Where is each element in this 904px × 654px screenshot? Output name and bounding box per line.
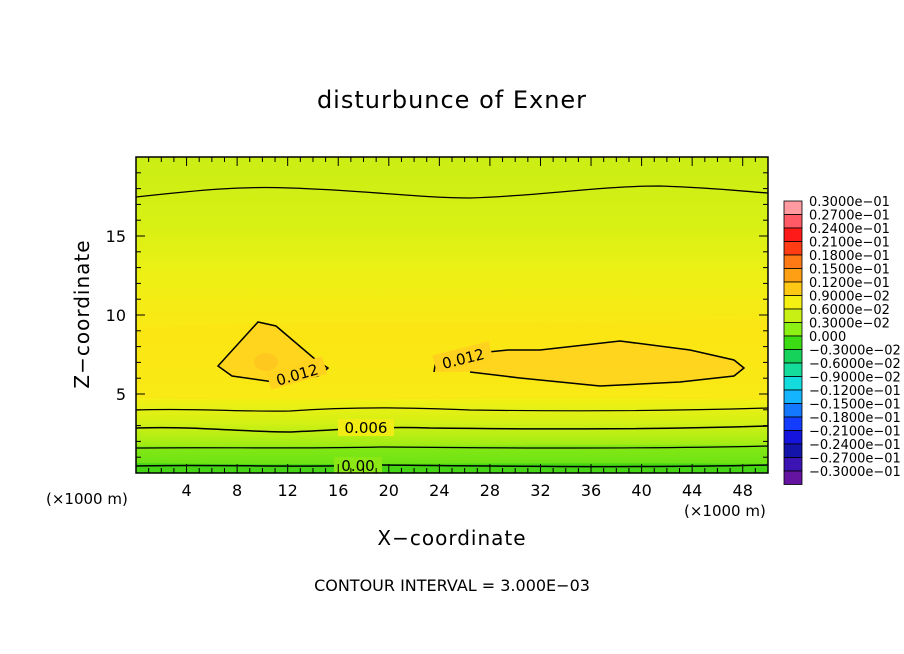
- colorbar-swatch: [783, 430, 803, 445]
- colorbar-label: 0.3000e−02: [809, 317, 890, 332]
- colorbar-label: −0.1800e−01: [809, 411, 901, 426]
- colorbar-label: 0.2400e−01: [809, 222, 890, 237]
- colorbar-label: 0.2700e−01: [809, 209, 890, 224]
- colorbar-label: −0.1500e−01: [809, 398, 901, 413]
- colorbar-swatch: [783, 470, 803, 485]
- contour-0.009: [136, 407, 768, 412]
- contour-label-0.00: 0.00: [341, 457, 374, 475]
- x-tick-label: 24: [429, 481, 449, 500]
- colorbar-label: −0.3000e−02: [809, 344, 901, 359]
- high-region-right: [434, 341, 744, 386]
- colorbar-swatch: [783, 403, 803, 418]
- colorbar-swatch: [783, 389, 803, 404]
- x-tick-label: 40: [631, 481, 651, 500]
- x-tick-label: 12: [278, 481, 298, 500]
- x-tick-label: 48: [733, 481, 753, 500]
- colorbar-swatch: [783, 443, 803, 458]
- x-tick-label: 44: [682, 481, 702, 500]
- colorbar: 0.3000e−010.2700e−010.2400e−010.2100e−01…: [783, 195, 901, 485]
- colorbar-swatch: [783, 254, 803, 269]
- colorbar-swatch: [783, 376, 803, 391]
- colorbar-swatch: [783, 227, 803, 242]
- x-tick-label: 28: [480, 481, 500, 500]
- colorbar-swatch: [783, 308, 803, 323]
- colorbar-label: −0.9000e−02: [809, 371, 901, 386]
- x-tick-label: 4: [181, 481, 191, 500]
- colorbar-swatch: [783, 457, 803, 472]
- colorbar-label: 0.1800e−01: [809, 249, 890, 264]
- contour-0.012-right: [433, 340, 746, 387]
- x-axis-label: X−coordinate: [377, 526, 527, 550]
- x-tick-label: 32: [530, 481, 550, 500]
- colorbar-label: −0.1200e−01: [809, 384, 901, 399]
- colorbar-swatch: [783, 281, 803, 296]
- chart-title: disturbunce of Exner: [316, 86, 588, 114]
- colorbar-label: −0.3000e−01: [809, 465, 901, 480]
- contour-0.012-left: [216, 321, 330, 383]
- colorbar-label: 0.000: [809, 330, 846, 345]
- contour-interval-label: CONTOUR INTERVAL = 3.000E−03: [314, 576, 590, 595]
- colorbar-swatch: [783, 295, 803, 310]
- colorbar-swatch: [783, 335, 803, 350]
- y-tick-label: 10: [106, 306, 126, 325]
- colorbar-label: 0.9000e−02: [809, 290, 890, 305]
- colorbar-swatch: [783, 268, 803, 283]
- x-tick-label: 8: [232, 481, 242, 500]
- colorbar-swatch: [783, 416, 803, 431]
- colorbar-swatch: [783, 349, 803, 364]
- contour-0.00: [136, 464, 768, 468]
- colorbar-swatch: [783, 241, 803, 256]
- x-axis-unit-left: (×1000 m): [46, 490, 128, 508]
- colorbar-label: 0.1500e−01: [809, 263, 890, 278]
- contour-0.006: [136, 425, 768, 433]
- x-tick-label: 16: [328, 481, 348, 500]
- colorbar-label: 0.1200e−01: [809, 276, 890, 291]
- field-background: [136, 157, 768, 473]
- contour-top: [136, 185, 768, 199]
- x-axis-unit-right: (×1000 m): [684, 502, 766, 520]
- colorbar-label: −0.2100e−01: [809, 425, 901, 440]
- x-tick-label: 20: [379, 481, 399, 500]
- y-tick-label: 15: [106, 227, 126, 246]
- colorbar-label: 0.6000e−02: [809, 303, 890, 318]
- x-tick-label: 36: [581, 481, 601, 500]
- colorbar-label: 0.2100e−01: [809, 236, 890, 251]
- high-core-left: [254, 353, 278, 371]
- colorbar-swatch: [783, 214, 803, 229]
- colorbar-label: −0.6000e−02: [809, 357, 901, 372]
- y-tick-label: 5: [116, 385, 126, 404]
- colorbar-label: −0.2700e−01: [809, 452, 901, 467]
- colorbar-label: 0.3000e−01: [809, 195, 890, 210]
- contour-label-0.006: 0.006: [345, 419, 388, 437]
- colorbar-swatch: [783, 362, 803, 377]
- colorbar-swatch: [783, 200, 803, 215]
- colorbar-swatch: [783, 322, 803, 337]
- contour-0.003: [136, 445, 768, 449]
- colorbar-label: −0.2400e−01: [809, 438, 901, 453]
